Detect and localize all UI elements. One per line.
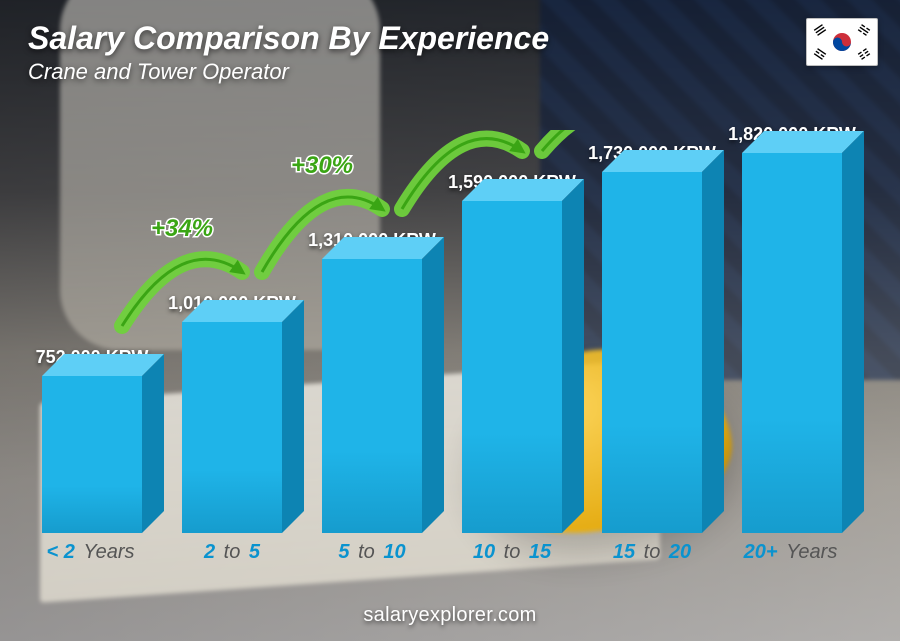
bar-side-face	[702, 150, 724, 533]
bar-3d	[42, 376, 142, 533]
salary-bar-chart: 752,000 KRW1,010,000 KRW1,310,000 KRW1,5…	[32, 130, 852, 571]
x-axis-labels: < 2 Years 2 to 5 5 to 10 10 to 15 15 to 20 20…	[32, 541, 852, 571]
bar-front-face	[742, 153, 842, 533]
bar-front-face	[322, 259, 422, 533]
x-label-lt2: < 2 Years	[32, 541, 152, 571]
bar-lt2: 752,000 KRW	[32, 347, 152, 533]
bar-3d	[602, 172, 702, 533]
bar-side-face	[282, 300, 304, 533]
footer-source: salaryexplorer.com	[0, 604, 900, 627]
x-label-2to5: 2 to 5	[172, 541, 292, 571]
bar-front-face	[182, 322, 282, 533]
bar-front-face	[42, 376, 142, 533]
page-subtitle: Crane and Tower Operator	[28, 59, 549, 85]
x-label-20plus: 20+ Years	[732, 541, 852, 571]
infographic-stage: Salary Comparison By Experience Crane an…	[0, 0, 900, 641]
bar-3d	[322, 259, 422, 533]
bars-container: 752,000 KRW1,010,000 KRW1,310,000 KRW1,5…	[32, 130, 852, 533]
x-label-5to10: 5 to 10	[312, 541, 432, 571]
country-flag-icon	[806, 18, 878, 66]
bar-5to10: 1,310,000 KRW	[312, 230, 432, 533]
bar-20plus: 1,820,000 KRW	[732, 124, 852, 533]
bar-2to5: 1,010,000 KRW	[172, 293, 292, 533]
bar-15to20: 1,730,000 KRW	[592, 143, 712, 533]
x-label-10to15: 10 to 15	[452, 541, 572, 571]
bar-front-face	[602, 172, 702, 533]
bar-3d	[182, 322, 282, 533]
x-label-15to20: 15 to 20	[592, 541, 712, 571]
bar-3d	[462, 201, 562, 533]
title-block: Salary Comparison By Experience Crane an…	[28, 20, 549, 85]
bar-3d	[742, 153, 842, 533]
bar-10to15: 1,590,000 KRW	[452, 172, 572, 533]
bar-front-face	[462, 201, 562, 533]
bar-side-face	[562, 179, 584, 533]
bar-side-face	[842, 131, 864, 533]
page-title: Salary Comparison By Experience	[28, 20, 549, 57]
bar-side-face	[422, 237, 444, 533]
bar-side-face	[142, 354, 164, 533]
